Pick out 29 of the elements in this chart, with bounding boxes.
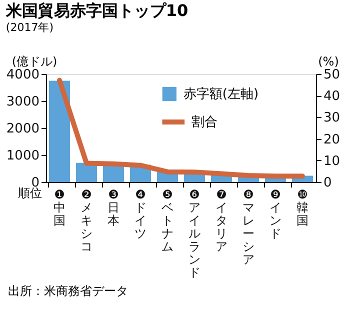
- y2-tick-label: 20: [324, 132, 340, 148]
- y2-axis-title: (%): [318, 54, 339, 68]
- x-tick-label: ❹ドイツ: [134, 188, 146, 240]
- x-tick-label: ❽マレーシア: [242, 188, 254, 266]
- bar: [76, 162, 98, 182]
- x-tick-label: ❷メキシコ: [80, 188, 92, 254]
- x-tick-label: ❶中国: [54, 188, 66, 228]
- y2-tick-label: 10: [324, 154, 340, 169]
- x-tick-label: ❺ベトナム: [162, 188, 174, 254]
- y-tick-label: 3000: [6, 94, 40, 110]
- y-axis-title: (億ドル): [12, 54, 58, 68]
- y-tick-label: 1000: [6, 148, 40, 164]
- chart-subtitle: (2017年): [6, 21, 54, 34]
- legend-label: 赤字額(左軸): [183, 86, 259, 102]
- legend-label: 割合: [191, 115, 218, 130]
- y2-tick-label: 30: [324, 110, 340, 126]
- x-tick-label: ❿韓国: [296, 188, 308, 228]
- x-tick-label: ❾インド: [270, 188, 282, 240]
- chart-title: 米国貿易赤字国トップ10: [4, 1, 188, 20]
- x-tick-label: ❸日本: [108, 188, 120, 228]
- bar: [48, 80, 70, 182]
- y2-tick-label: 0: [324, 176, 332, 190]
- y-tick-label: 2000: [6, 122, 40, 136]
- y2-tick-label: 40: [324, 89, 340, 104]
- y2-tick-label: 50: [324, 68, 340, 82]
- x-tick-label: ❼イタリア: [216, 188, 228, 254]
- x-tick-label: ❻アイルランド: [188, 188, 200, 280]
- text: 出所：米商務省データ: [8, 284, 128, 298]
- y-tick-label: 4000: [6, 68, 40, 82]
